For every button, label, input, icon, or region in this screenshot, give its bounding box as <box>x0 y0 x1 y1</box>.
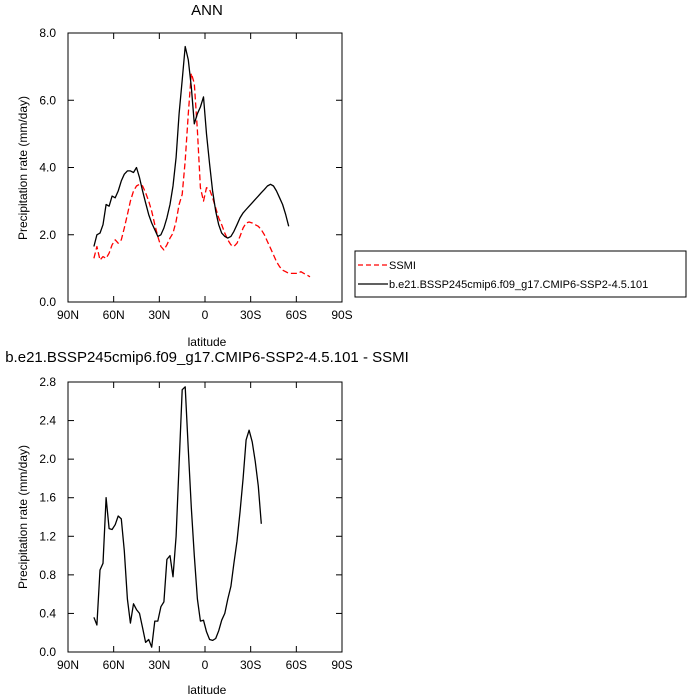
top-xtick-label-5: 60S <box>286 308 307 322</box>
top-ytick-label-3: 6.0 <box>39 93 56 107</box>
bottom-ytick-label-4: 1.6 <box>39 491 56 505</box>
top-series-line-1 <box>93 45 290 247</box>
bottom-xtick-label-4: 30S <box>240 658 261 672</box>
bottom-xlabel: latitude <box>188 683 227 697</box>
bottom-plot-lines <box>93 386 262 648</box>
bottom-ytick-label-5: 2.0 <box>39 452 56 466</box>
bottom-ylabel: Precipitation rate (mm/day) <box>16 445 30 589</box>
bottom-xtick-label-5: 60S <box>286 658 307 672</box>
top-ytick-label-0: 0.0 <box>39 295 56 309</box>
bottom-ytick-label-2: 0.8 <box>39 568 56 582</box>
bottom-xtick-label-6: 90S <box>331 658 352 672</box>
top-title: ANN <box>191 2 223 19</box>
bottom-ytick-label-0: 0.0 <box>39 645 56 659</box>
bottom-xtick-label-3: 0 <box>202 658 209 672</box>
bottom-ytick-label-7: 2.8 <box>39 375 56 389</box>
bottom-title: b.e21.BSSP245cmip6.f09_g17.CMIP6-SSP2-4.… <box>5 349 409 366</box>
top-xtick-label-1: 60N <box>103 308 125 322</box>
top-xtick-label-4: 30S <box>240 308 261 322</box>
bottom-panel: b.e21.BSSP245cmip6.f09_g17.CMIP6-SSP2-4.… <box>5 349 409 697</box>
top-ytick-label-1: 2.0 <box>39 228 56 242</box>
legend-box <box>354 250 687 298</box>
bottom-series-line-0 <box>93 386 262 648</box>
bottom-xtick-label-2: 30N <box>148 658 170 672</box>
top-series-line-0 <box>93 72 311 278</box>
top-xlabel: latitude <box>188 335 227 349</box>
top-ytick-label-2: 4.0 <box>39 161 56 175</box>
top-xtick-label-2: 30N <box>148 308 170 322</box>
top-ylabel: Precipitation rate (mm/day) <box>16 96 30 240</box>
top-panel: ANN 90N 60N 30N 0 30S 60S 90S 0.0 2.0 4.0 6.0 8.0 P… <box>16 2 353 349</box>
legend-label-ssmi: SSMI <box>389 260 416 272</box>
bottom-ytick-label-3: 1.2 <box>39 529 56 543</box>
bottom-xtick-label-1: 60N <box>103 658 125 672</box>
legend: SSMI b.e21.BSSP245cmip6.f09_g17.CMIP6-SS… <box>354 250 687 298</box>
top-xtick-label-6: 90S <box>331 308 352 322</box>
top-plot-lines <box>93 45 311 278</box>
legend-label-model: b.e21.BSSP245cmip6.f09_g17.CMIP6-SSP2-4.… <box>389 279 648 291</box>
bottom-xtick-label-0: 90N <box>57 658 79 672</box>
bottom-ytick-label-6: 2.4 <box>39 414 56 428</box>
bottom-ytick-label-1: 0.4 <box>39 606 56 620</box>
top-xtick-label-3: 0 <box>202 308 209 322</box>
top-ytick-label-4: 8.0 <box>39 26 56 40</box>
top-xtick-label-0: 90N <box>57 308 79 322</box>
